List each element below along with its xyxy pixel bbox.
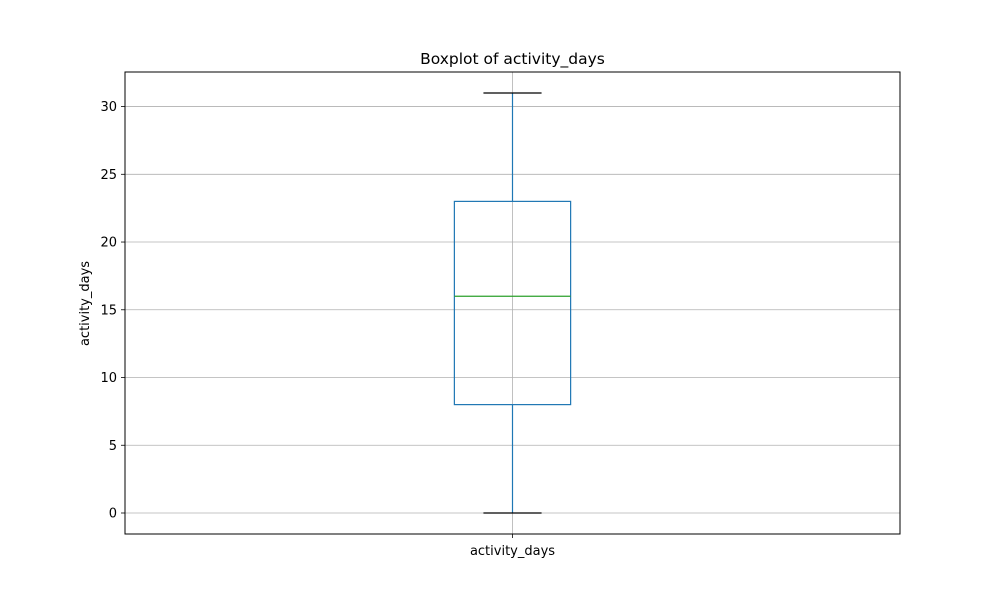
y-tick-label: 0 <box>109 507 117 522</box>
axis-ticks: 0 5 10 15 20 25 30 activity_days <box>100 100 555 559</box>
y-tick-label: 30 <box>100 100 117 115</box>
y-tick-label: 5 <box>109 439 117 454</box>
y-tick-label: 20 <box>100 236 117 251</box>
y-tick-label: 25 <box>100 168 117 183</box>
y-tick-label: 15 <box>100 303 117 318</box>
boxes <box>453 92 572 514</box>
chart-title: Boxplot of activity_days <box>420 50 605 69</box>
y-axis-label: activity_days <box>78 261 93 346</box>
x-tick-label: activity_days <box>470 544 555 559</box>
iqr-box <box>453 200 572 406</box>
y-tick-label: 10 <box>100 371 117 386</box>
